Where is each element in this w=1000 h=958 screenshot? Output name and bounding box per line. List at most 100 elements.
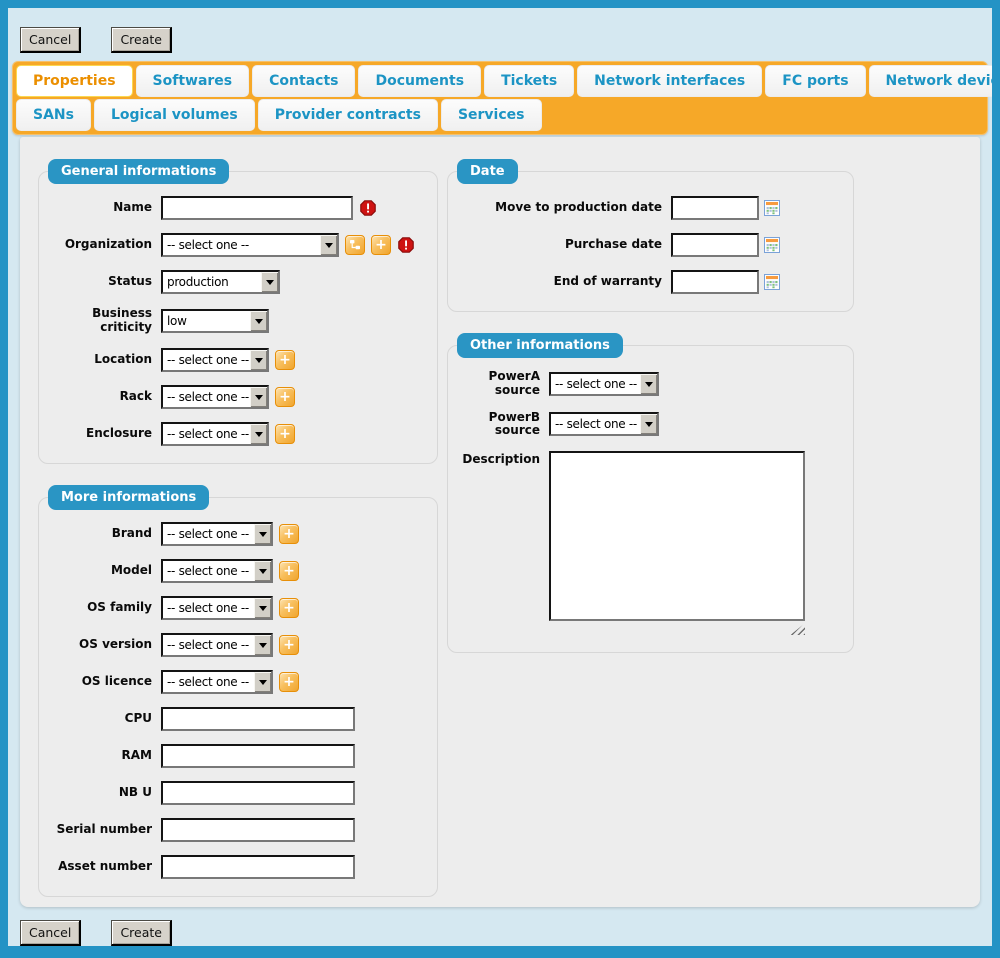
model-select[interactable]: -- select one -- [161, 558, 273, 583]
form-row-powerb-source: PowerB source -- select one -- [448, 409, 845, 439]
os-family-select[interactable]: -- select one -- [161, 595, 273, 620]
add-model-button[interactable]: + [279, 560, 299, 581]
rack-control: -- select one -- + [161, 384, 295, 409]
fieldset-legend: Date [457, 159, 518, 184]
chevron-down-icon[interactable] [254, 671, 271, 692]
chevron-down-icon[interactable] [254, 634, 271, 655]
tab-contacts[interactable]: Contacts [252, 65, 356, 97]
name-input[interactable] [161, 196, 353, 220]
fieldset-more-informations: More informations Brand -- select one -- +… [38, 484, 438, 897]
cancel-button-bottom[interactable]: Cancel [20, 920, 82, 946]
powerb-source-select[interactable]: -- select one -- [549, 412, 659, 437]
cpu-label: CPU [124, 710, 152, 725]
os-licence-select[interactable]: -- select one -- [161, 669, 273, 694]
rack-select[interactable]: -- select one -- [161, 384, 269, 409]
fieldset-legend: Other informations [457, 333, 623, 358]
cancel-button[interactable]: Cancel [20, 27, 82, 53]
form-row-purchase-date: Purchase date [448, 233, 845, 257]
brand-select[interactable]: -- select one -- [161, 521, 273, 546]
create-button[interactable]: Create [111, 27, 172, 53]
form-row-location: Location -- select one -- + [39, 347, 429, 372]
add-enclosure-button[interactable]: + [275, 423, 295, 444]
cpu-input[interactable] [161, 706, 355, 731]
fieldset-legend: General informations [48, 159, 230, 184]
nb-u-label: NB U [118, 784, 152, 799]
end-of-warranty-input[interactable] [671, 270, 759, 294]
form-row-name: Name [39, 196, 429, 220]
tab-fc-ports[interactable]: FC ports [765, 65, 866, 97]
fieldset-date: Date Move to production date Purchase dat… [447, 159, 854, 312]
chevron-down-icon[interactable] [250, 349, 267, 370]
tab-logical-volumes[interactable]: Logical volumes [93, 99, 255, 131]
powerb-source-label: PowerB source [488, 409, 540, 438]
tab-tickets[interactable]: Tickets [484, 65, 575, 97]
status-select[interactable]: production [161, 270, 280, 294]
business-criticity-label: Business criticity [92, 306, 152, 334]
tab-properties[interactable]: Properties [16, 65, 133, 97]
calendar-icon[interactable] [764, 274, 780, 290]
move-to-production-date-input[interactable] [671, 196, 759, 220]
tab-documents[interactable]: Documents [358, 65, 482, 97]
chevron-down-icon[interactable] [640, 373, 657, 394]
purchase-date-input[interactable] [671, 233, 759, 257]
chevron-down-icon[interactable] [254, 597, 271, 618]
add-organization-button[interactable]: + [371, 235, 391, 255]
os-version-select[interactable]: -- select one -- [161, 632, 273, 657]
calendar-icon[interactable] [764, 237, 780, 253]
form-row-end-of-warranty: End of warranty [448, 270, 845, 294]
tab-sans[interactable]: SANs [16, 99, 91, 131]
organization-select[interactable]: -- select one -- [161, 233, 339, 257]
os-licence-select-value: -- select one -- [167, 674, 249, 689]
tab-network-interfaces[interactable]: Network interfaces [577, 65, 763, 97]
add-location-button[interactable]: + [275, 349, 295, 370]
os-licence-label: OS licence [81, 673, 152, 688]
chevron-down-icon[interactable] [250, 423, 267, 444]
location-select[interactable]: -- select one -- [161, 347, 269, 372]
chevron-down-icon[interactable] [250, 386, 267, 407]
top-toolbar: Cancel Create [8, 8, 992, 61]
mandatory-icon [398, 237, 414, 253]
form-row-nb-u: NB U [39, 780, 429, 805]
tab-softwares[interactable]: Softwares [135, 65, 250, 97]
brand-label: Brand [111, 525, 152, 540]
chevron-down-icon[interactable] [254, 560, 271, 581]
tab-provider-contracts[interactable]: Provider contracts [257, 99, 438, 131]
hierarchy-browse-button[interactable] [345, 235, 365, 255]
calendar-icon[interactable] [764, 200, 780, 216]
form-row-model: Model -- select one -- + [39, 558, 429, 583]
brand-control: -- select one -- + [161, 521, 299, 546]
asset-number-input[interactable] [161, 854, 355, 879]
chevron-down-icon[interactable] [320, 235, 337, 255]
business-criticity-select[interactable]: low [161, 308, 269, 333]
chevron-down-icon[interactable] [250, 310, 267, 331]
status-label: Status [108, 274, 152, 289]
powera-source-select[interactable]: -- select one -- [549, 371, 659, 396]
resize-handle-icon[interactable] [790, 623, 805, 636]
add-os-version-button[interactable]: + [279, 634, 299, 655]
form-row-organization: Organization -- select one -- + [39, 233, 429, 257]
os-version-label: OS version [79, 636, 152, 651]
tab-services[interactable]: Services [440, 99, 542, 131]
chevron-down-icon[interactable] [254, 523, 271, 544]
add-brand-button[interactable]: + [279, 523, 299, 544]
enclosure-select[interactable]: -- select one -- [161, 421, 269, 446]
os-family-select-value: -- select one -- [167, 600, 249, 615]
chevron-down-icon[interactable] [640, 414, 657, 435]
tab-network-devices[interactable]: Network devices [868, 65, 992, 97]
status-control: production [161, 270, 280, 294]
purchase-date-label: Purchase date [564, 237, 662, 252]
ram-input[interactable] [161, 743, 355, 768]
powerb-source-select-value: -- select one -- [555, 417, 637, 432]
add-rack-button[interactable]: + [275, 386, 295, 407]
description-label: Description [462, 452, 540, 467]
add-os-family-button[interactable]: + [279, 597, 299, 618]
add-os-licence-button[interactable]: + [279, 671, 299, 692]
form-row-os-family: OS family -- select one -- + [39, 595, 429, 620]
create-button-bottom[interactable]: Create [111, 920, 172, 946]
description-textarea[interactable] [549, 451, 805, 622]
right-column: Date Move to production date Purchase dat… [447, 158, 854, 654]
form-row-cpu: CPU [39, 706, 429, 731]
serial-number-input[interactable] [161, 817, 355, 842]
nb-u-input[interactable] [161, 780, 355, 805]
chevron-down-icon[interactable] [261, 272, 278, 292]
